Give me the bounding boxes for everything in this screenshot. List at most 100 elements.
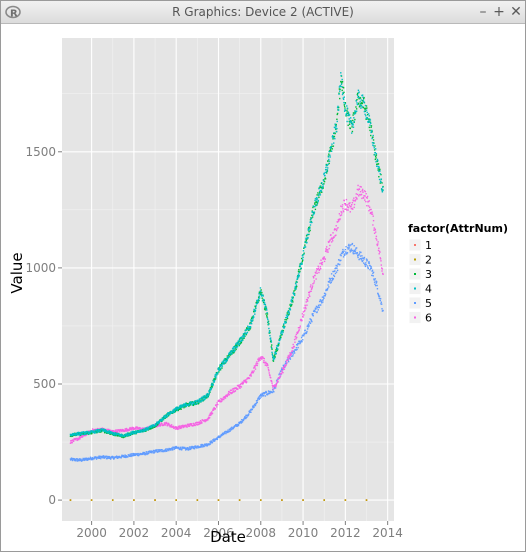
data-point xyxy=(106,429,108,432)
data-point xyxy=(291,301,293,303)
data-point xyxy=(243,417,245,420)
data-point xyxy=(174,408,176,410)
data-point xyxy=(324,168,327,171)
data-point xyxy=(219,436,221,439)
legend-key-point xyxy=(414,302,416,304)
data-point xyxy=(285,362,287,364)
data-point xyxy=(126,432,129,434)
data-point xyxy=(306,241,308,244)
data-point xyxy=(232,390,234,392)
data-point xyxy=(280,373,282,376)
data-point xyxy=(230,351,232,353)
data-point xyxy=(226,431,228,434)
data-point xyxy=(256,362,259,365)
data-point xyxy=(336,267,338,269)
data-point xyxy=(114,431,116,434)
data-point xyxy=(311,211,314,213)
data-point xyxy=(199,419,202,422)
data-point xyxy=(217,367,220,369)
data-point xyxy=(309,226,311,228)
data-point xyxy=(148,427,150,430)
data-point xyxy=(155,425,157,427)
data-point xyxy=(206,397,208,399)
data-point xyxy=(362,96,364,98)
data-point xyxy=(310,319,312,321)
data-point xyxy=(337,219,340,221)
maximize-button[interactable]: + xyxy=(493,4,505,20)
data-point xyxy=(370,267,372,270)
data-point xyxy=(250,411,252,413)
data-point xyxy=(116,457,119,459)
data-point xyxy=(262,295,264,297)
data-point xyxy=(302,256,304,258)
data-point xyxy=(224,397,227,399)
data-point xyxy=(106,432,108,434)
data-point xyxy=(159,423,162,426)
minimize-button[interactable]: – xyxy=(479,4,487,20)
data-point xyxy=(123,455,126,458)
data-point xyxy=(259,358,261,361)
data-point xyxy=(323,173,325,175)
data-point xyxy=(338,92,340,94)
data-point xyxy=(175,407,177,409)
data-point xyxy=(314,206,316,208)
data-point xyxy=(317,194,320,197)
data-point xyxy=(337,263,340,265)
data-point xyxy=(145,428,147,430)
data-point xyxy=(348,205,351,207)
data-point xyxy=(92,430,94,432)
data-point xyxy=(156,421,158,423)
close-button[interactable]: ✕ xyxy=(510,4,522,20)
data-point xyxy=(84,435,86,437)
data-point xyxy=(323,499,326,501)
data-point xyxy=(284,322,287,324)
data-point xyxy=(374,151,377,154)
data-point xyxy=(152,452,154,454)
data-point xyxy=(347,206,350,209)
data-point xyxy=(362,262,365,264)
data-point xyxy=(290,305,292,307)
data-point xyxy=(337,106,340,109)
data-point xyxy=(93,458,95,460)
data-point xyxy=(328,153,330,155)
data-point xyxy=(304,304,306,307)
data-point xyxy=(333,275,336,278)
data-point xyxy=(334,228,336,230)
data-point xyxy=(134,431,136,433)
data-point xyxy=(121,455,124,458)
data-point xyxy=(353,249,356,252)
data-point xyxy=(315,197,317,200)
title-bar[interactable]: R R Graphics: Device 2 (ACTIVE) – + ✕ xyxy=(1,1,525,24)
data-point xyxy=(141,427,143,430)
data-point xyxy=(84,431,87,433)
data-point xyxy=(184,403,187,405)
data-point xyxy=(204,395,206,397)
data-point xyxy=(280,331,282,334)
data-point xyxy=(114,430,116,433)
data-point xyxy=(215,372,218,375)
data-point xyxy=(335,130,338,133)
data-point xyxy=(206,392,209,395)
data-point xyxy=(157,451,159,453)
data-point xyxy=(213,379,216,382)
data-point xyxy=(204,419,206,421)
data-point xyxy=(303,333,306,335)
data-point xyxy=(230,429,232,431)
data-point xyxy=(99,429,101,432)
data-point xyxy=(188,423,190,426)
data-point xyxy=(209,443,212,445)
data-point xyxy=(74,432,76,435)
data-point xyxy=(309,224,312,226)
data-point xyxy=(255,364,257,366)
data-point xyxy=(352,208,354,210)
data-point xyxy=(109,457,111,459)
data-point xyxy=(300,336,303,339)
data-point xyxy=(296,331,298,334)
data-point xyxy=(258,293,260,295)
data-point xyxy=(372,219,375,222)
data-point xyxy=(374,228,377,231)
data-point xyxy=(292,347,294,350)
data-point xyxy=(365,109,368,111)
data-point xyxy=(356,94,359,97)
data-point xyxy=(301,313,304,315)
